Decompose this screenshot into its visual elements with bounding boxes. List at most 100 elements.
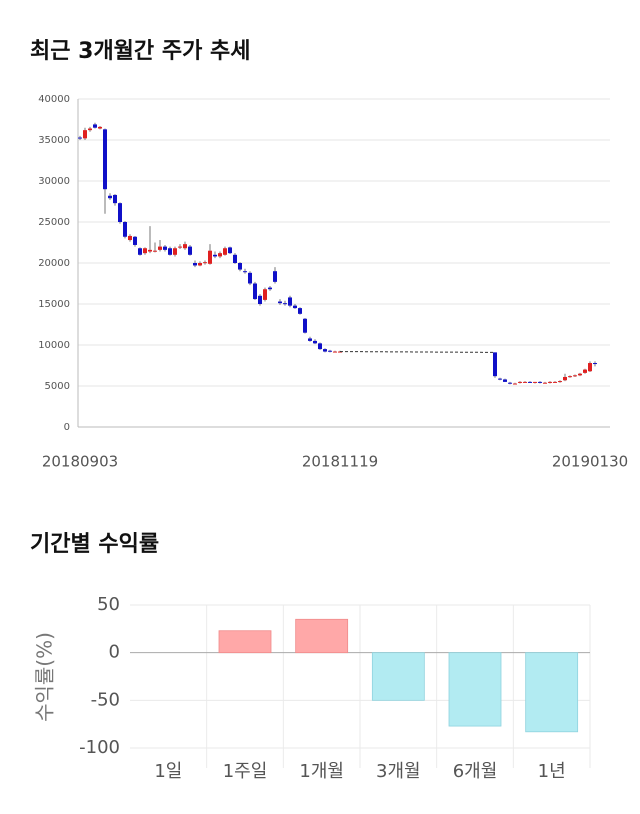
candle-body bbox=[213, 254, 217, 257]
candle-body bbox=[503, 379, 507, 382]
candle-body bbox=[118, 203, 122, 222]
candle-body bbox=[93, 124, 97, 128]
candle-body bbox=[328, 350, 332, 352]
y-tick-label: -100 bbox=[79, 737, 120, 758]
candle-body bbox=[158, 246, 162, 250]
y-tick-label: 40000 bbox=[38, 94, 70, 105]
candle-body bbox=[523, 381, 527, 383]
candle-body bbox=[183, 244, 187, 249]
chart-title: 기간별 수익률 bbox=[30, 532, 159, 557]
candle-body bbox=[243, 271, 247, 273]
bar bbox=[371, 652, 425, 701]
candle-body bbox=[268, 287, 272, 290]
candle-body bbox=[318, 343, 322, 350]
candle-body bbox=[548, 381, 552, 383]
candle-body bbox=[303, 318, 307, 333]
candle-body bbox=[88, 128, 92, 131]
candle-body bbox=[593, 363, 597, 365]
candle-body bbox=[168, 248, 172, 255]
candle-body bbox=[323, 349, 327, 352]
y-axis-label: 수익률(%) bbox=[33, 632, 57, 722]
x-tick-label: 6개월 bbox=[453, 761, 498, 782]
bar bbox=[295, 618, 349, 654]
y-tick-label: -50 bbox=[91, 689, 120, 710]
x-tick-label: 20180903 bbox=[42, 453, 118, 471]
candle-body bbox=[563, 376, 567, 381]
candle-body bbox=[98, 126, 102, 129]
candle-body bbox=[178, 246, 182, 248]
bar bbox=[525, 652, 579, 733]
candle-body bbox=[588, 363, 592, 372]
x-tick-label: 1개월 bbox=[299, 761, 344, 782]
candle-body bbox=[288, 297, 292, 306]
x-tick-label: 20181119 bbox=[302, 453, 378, 471]
candle-body bbox=[128, 235, 132, 241]
candle-body bbox=[543, 382, 547, 384]
candle-body bbox=[538, 381, 542, 383]
y-tick-label: 50 bbox=[97, 594, 120, 615]
candle-body bbox=[553, 381, 557, 383]
candle-body bbox=[163, 246, 167, 250]
y-tick-label: 20000 bbox=[38, 258, 70, 269]
candle-body bbox=[513, 383, 517, 385]
candle-body bbox=[583, 369, 587, 373]
candle-body bbox=[228, 247, 232, 254]
candle-body bbox=[298, 308, 302, 314]
candle-body bbox=[528, 381, 532, 383]
candle-body bbox=[173, 248, 177, 255]
x-tick-label: 20190130 bbox=[552, 453, 628, 471]
candle-body bbox=[83, 130, 87, 139]
candle-body bbox=[493, 352, 497, 377]
candle-body bbox=[113, 194, 117, 204]
gap-line bbox=[339, 351, 496, 353]
candle-body bbox=[238, 263, 242, 270]
candle-body bbox=[248, 272, 252, 284]
x-tick-label: 1년 bbox=[538, 761, 566, 782]
candle-body bbox=[193, 263, 197, 266]
bar bbox=[218, 630, 272, 654]
candle-body bbox=[138, 248, 142, 255]
candle-body bbox=[568, 376, 572, 378]
candle-body bbox=[103, 129, 107, 190]
y-tick-label: 0 bbox=[64, 422, 70, 433]
candle-body bbox=[133, 236, 137, 245]
candle-body bbox=[263, 289, 267, 300]
candle-body bbox=[313, 340, 317, 344]
candle-body bbox=[558, 381, 562, 383]
candle-body bbox=[108, 195, 112, 199]
x-tick-label: 1주일 bbox=[223, 761, 268, 782]
candle-body bbox=[578, 373, 582, 376]
candle-body bbox=[148, 249, 152, 252]
candle-body bbox=[188, 246, 192, 255]
x-tick-label: 1일 bbox=[154, 761, 182, 782]
y-tick-label: 0 bbox=[109, 642, 120, 663]
candle-body bbox=[293, 305, 297, 309]
candle-body bbox=[203, 262, 207, 264]
y-tick-label: 10000 bbox=[38, 340, 70, 351]
y-tick-label: 35000 bbox=[38, 135, 70, 146]
candle-body bbox=[153, 250, 157, 252]
candle-body bbox=[198, 263, 202, 266]
y-tick-label: 25000 bbox=[38, 217, 70, 228]
candle-body bbox=[518, 381, 522, 383]
x-tick-label: 3개월 bbox=[376, 761, 421, 782]
candle-body bbox=[208, 250, 212, 264]
y-tick-label: 30000 bbox=[38, 176, 70, 187]
candle-body bbox=[123, 222, 127, 237]
candle-body bbox=[508, 382, 512, 384]
candle-body bbox=[278, 301, 282, 304]
candle-body bbox=[573, 375, 577, 377]
candle-body bbox=[283, 303, 287, 305]
candle-body bbox=[233, 254, 237, 263]
candle-body bbox=[223, 248, 227, 255]
candle-body bbox=[333, 351, 337, 353]
candle-body bbox=[308, 338, 312, 341]
candle-body bbox=[498, 378, 502, 380]
candle-body bbox=[258, 295, 262, 304]
candle-body bbox=[533, 381, 537, 383]
candle-body bbox=[218, 253, 222, 257]
y-tick-label: 15000 bbox=[38, 299, 70, 310]
bar bbox=[448, 652, 502, 727]
candle-body bbox=[143, 248, 147, 254]
